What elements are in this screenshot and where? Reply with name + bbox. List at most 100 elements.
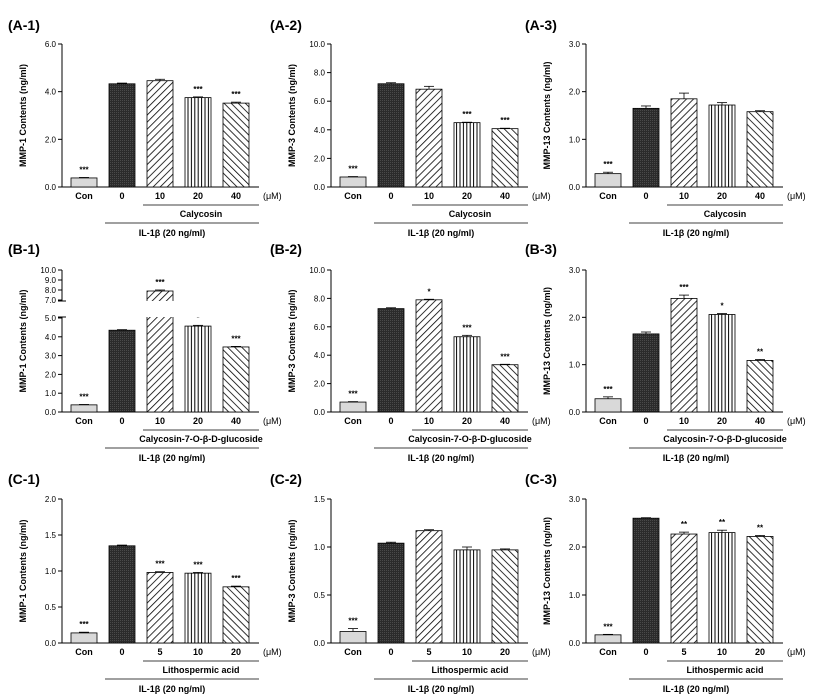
y-tick-label: 10.0	[309, 40, 325, 49]
bar	[594, 398, 622, 413]
bar	[746, 360, 774, 413]
panel-label: (A-1)	[8, 17, 40, 33]
y-axis-label: MMP-1 Contents (ng/ml)	[18, 64, 28, 167]
x-tick-label: 0	[119, 416, 124, 426]
panel-label: (C-3)	[525, 471, 557, 487]
x-tick-label: 20	[231, 647, 241, 657]
significance-mark: ***	[231, 574, 241, 583]
x-tick-label: 40	[500, 416, 510, 426]
significance-mark: ***	[193, 85, 203, 94]
x-tick-label: 20	[462, 191, 472, 201]
x-tick-label: Con	[75, 647, 93, 657]
y-tick-label: 6.0	[314, 97, 326, 106]
bar	[708, 104, 736, 188]
significance-mark: ***	[79, 620, 89, 629]
bar	[594, 173, 622, 188]
y-tick-label: 8.0	[45, 286, 57, 295]
significance-mark: ***	[679, 283, 689, 292]
y-axis-label: MMP-13 Contents (ng/ml)	[542, 287, 552, 395]
y-tick-label: 2.0	[314, 154, 326, 163]
chart-panel: (C-2) MMP-3 Contents (ng/ml) 0.0 0.5 1.0 1.5 *…	[270, 471, 551, 694]
x-tick-label: 10	[462, 647, 472, 657]
significance-mark: ***	[155, 560, 165, 569]
treatment-label: Lithospermic acid	[162, 665, 239, 675]
bar	[491, 549, 519, 644]
treatment-label: Lithospermic acid	[686, 665, 763, 675]
x-tick-label: 40	[755, 416, 765, 426]
x-tick-label: 10	[717, 647, 727, 657]
bar	[670, 297, 698, 413]
significance-mark: *	[196, 313, 200, 322]
x-tick-label: Con	[599, 191, 617, 201]
treatment-label: Calycosin-7-O-β-D-glucoside	[139, 434, 263, 444]
x-tick-label: 0	[388, 416, 393, 426]
y-tick-label: 0.0	[45, 408, 57, 417]
y-tick-label: 5.0	[45, 314, 57, 323]
chart-panel: (C-1) MMP-1 Contents (ng/ml) 0.0 0.5 1.0 1.5 2…	[8, 471, 282, 694]
y-tick-label: 4.0	[314, 126, 326, 135]
panel-label: (A-3)	[525, 17, 557, 33]
unit-label: (μM)	[787, 647, 806, 657]
y-tick-label: 8.0	[314, 294, 326, 303]
x-tick-label: 10	[155, 191, 165, 201]
x-tick-label: Con	[344, 191, 362, 201]
significance-mark: ***	[348, 617, 358, 626]
chart-panel: (B-1) MMP-1 Contents (ng/ml) 0.0 1.0 2.0 3.0 4…	[8, 241, 282, 463]
panel-label: (B-2)	[270, 241, 302, 257]
significance-mark: ***	[348, 165, 358, 174]
bar	[146, 80, 174, 188]
treatment-label: Calycosin-7-O-β-D-glucoside	[663, 434, 787, 444]
bar	[491, 128, 519, 188]
y-tick-label: 2.0	[45, 135, 57, 144]
bar	[377, 542, 405, 644]
y-tick-label: 3.0	[45, 352, 57, 361]
y-tick-label: 0.5	[314, 591, 326, 600]
il1b-label: IL-1β (20 ng/ml)	[408, 684, 475, 694]
significance-mark: ***	[462, 110, 472, 119]
x-tick-label: 40	[500, 191, 510, 201]
x-tick-label: 20	[193, 416, 203, 426]
x-tick-label: 10	[679, 416, 689, 426]
y-tick-label: 3.0	[569, 495, 581, 504]
x-tick-label: Con	[344, 416, 362, 426]
x-tick-label: 0	[643, 416, 648, 426]
y-tick-label: 0.0	[45, 183, 57, 192]
bar	[415, 299, 443, 413]
bar	[453, 336, 481, 413]
bar	[415, 530, 443, 644]
y-tick-label: 2.0	[569, 88, 581, 97]
x-tick-label: 20	[717, 191, 727, 201]
y-tick-label: 1.5	[45, 531, 57, 540]
significance-mark: *	[720, 302, 724, 311]
unit-label: (μM)	[532, 416, 551, 426]
bar	[108, 545, 136, 644]
bar	[146, 572, 174, 644]
y-tick-label: 2.0	[45, 370, 57, 379]
chart-panel: (A-1) MMP-1 Contents (ng/ml) 0.0 2.0 4.0 6.0 *…	[8, 17, 282, 238]
il1b-label: IL-1β (20 ng/ml)	[139, 684, 206, 694]
x-tick-label: 20	[500, 647, 510, 657]
y-axis-label: MMP-1 Contents (ng/ml)	[18, 290, 28, 393]
y-tick-label: 1.0	[569, 135, 581, 144]
bar	[491, 364, 519, 413]
chart-panel: (B-3) MMP-13 Contents (ng/ml) 0.0 1.0 2.0 3.0…	[525, 241, 806, 463]
bar	[339, 176, 367, 188]
bar	[70, 177, 98, 188]
x-tick-label: 20	[462, 416, 472, 426]
y-tick-label: 4.0	[45, 88, 57, 97]
panel-label: (C-2)	[270, 471, 302, 487]
y-tick-label: 6.0	[314, 323, 326, 332]
il1b-label: IL-1β (20 ng/ml)	[408, 228, 475, 238]
y-tick-label: 2.0	[314, 380, 326, 389]
bar	[108, 83, 136, 188]
treatment-label: Calycosin-7-O-β-D-glucoside	[408, 434, 532, 444]
x-tick-label: 0	[643, 647, 648, 657]
bar	[453, 122, 481, 188]
significance-mark: ***	[79, 392, 89, 401]
bar	[377, 83, 405, 188]
x-tick-label: 20	[755, 647, 765, 657]
significance-mark: ***	[79, 165, 89, 174]
significance-mark: ***	[348, 390, 358, 399]
y-tick-label: 3.0	[569, 266, 581, 275]
bar	[632, 107, 660, 188]
